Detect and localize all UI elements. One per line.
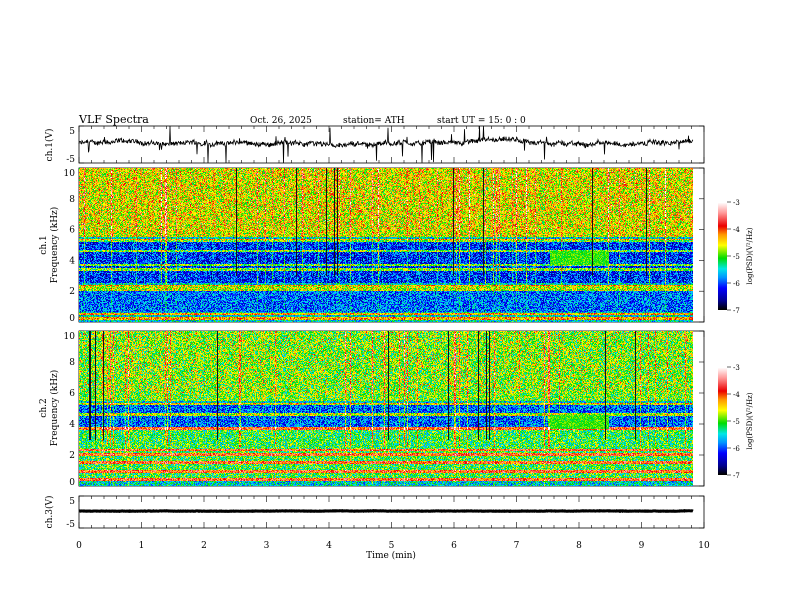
colorbar-tick-label: -6 — [733, 280, 740, 288]
colorbar-tick-label: -5 — [733, 253, 740, 261]
ch3-waveform-line — [78, 508, 694, 514]
colorbar2-label: log(PSD)(V²/Hz) — [746, 392, 754, 449]
colorbar-tick-label: -3 — [733, 199, 740, 207]
x-tick-label: 6 — [451, 541, 457, 551]
ch2-spectrogram — [79, 331, 693, 486]
x-tick-label: 0 — [76, 541, 82, 551]
colorbar-tick-label: -7 — [733, 472, 740, 480]
colorbar-tick-label: -4 — [733, 391, 740, 399]
x-tick-label: 5 — [389, 541, 395, 551]
y-tick-label: 6 — [69, 389, 75, 399]
x-tick-label: 8 — [576, 541, 582, 551]
ch1-waveform-line — [78, 125, 694, 164]
x-tick-label: 7 — [514, 541, 520, 551]
colorbar-tick-label: -5 — [733, 418, 740, 426]
x-tick-label: 1 — [139, 541, 145, 551]
colorbar-tick-label: -3 — [733, 364, 740, 372]
colorbar-tick-label: -6 — [733, 445, 740, 453]
y-tick-label: 5 — [69, 497, 75, 507]
y-tick-label: 8 — [69, 358, 75, 368]
ch2-channel-label: ch.2 — [39, 398, 49, 417]
y-tick-label: 5 — [69, 127, 75, 137]
ch3-ylabel: ch.3(V) — [44, 496, 55, 529]
y-tick-label: 4 — [69, 256, 75, 266]
colorbar-tick-label: -4 — [733, 226, 740, 234]
x-tick-label: 3 — [264, 541, 270, 551]
x-axis-label: Time (min) — [366, 550, 416, 561]
x-tick-label: 9 — [639, 541, 645, 551]
y-tick-label: -5 — [66, 155, 75, 165]
colorbar-tick-label: -7 — [733, 307, 740, 315]
y-tick-label: 10 — [64, 332, 76, 342]
ch1-ylabel: ch.1(V) — [44, 129, 55, 162]
ch2-freq-label: Frequency (kHz) — [49, 370, 60, 447]
ch1-freq-label: Frequency (kHz) — [49, 207, 60, 284]
x-tick-label: 4 — [326, 541, 332, 551]
ch1-channel-label: ch.1 — [39, 235, 49, 254]
y-tick-label: 2 — [69, 287, 75, 297]
ch2-colorbar — [718, 367, 727, 475]
x-tick-label: 2 — [201, 541, 207, 551]
y-tick-label: 0 — [69, 314, 75, 324]
ch1-spectrogram — [79, 168, 693, 322]
x-tick-label: 10 — [698, 541, 710, 551]
figure-title: VLF Spectra — [78, 113, 149, 126]
date-label: Oct. 26, 2025 — [250, 116, 312, 126]
ch1-colorbar — [718, 202, 727, 310]
y-tick-label: 2 — [69, 451, 75, 461]
y-tick-label: 0 — [69, 478, 75, 488]
y-tick-label: 8 — [69, 195, 75, 205]
y-tick-label: -5 — [66, 520, 75, 530]
start-ut-label: start UT = 15: 0 : 0 — [437, 116, 526, 126]
colorbar1-label: log(PSD)(V²/Hz) — [746, 227, 754, 284]
y-tick-label: 4 — [69, 420, 75, 430]
station-label: station= ATH — [343, 116, 405, 126]
y-tick-label: 6 — [69, 226, 75, 236]
y-tick-label: 10 — [64, 169, 76, 179]
